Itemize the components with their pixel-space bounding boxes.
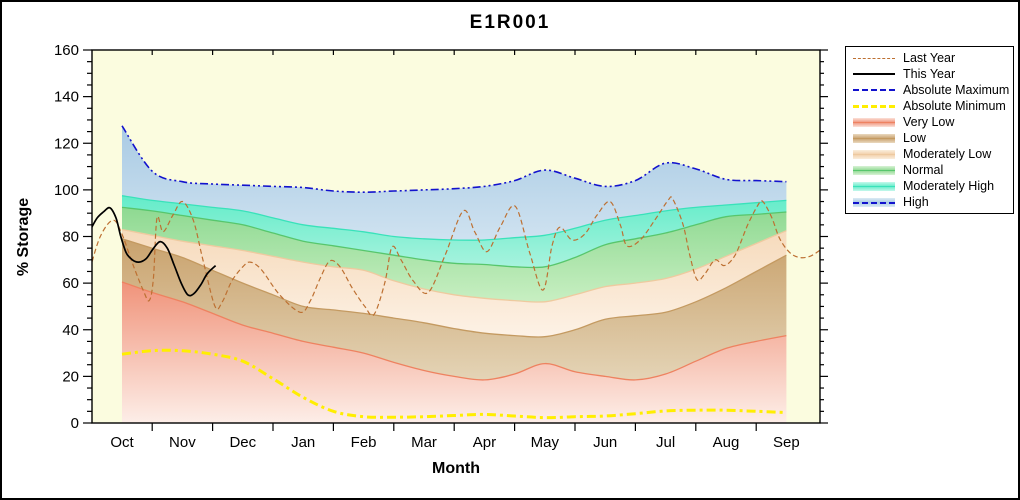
y-tick-label-0: 0 bbox=[71, 415, 79, 432]
legend-label-last-year: Last Year bbox=[903, 51, 956, 65]
x-tick-label-jun: Jun bbox=[593, 434, 617, 451]
x-axis-ticks bbox=[151, 50, 757, 431]
legend-swatch-absolute-maximum bbox=[851, 89, 897, 91]
x-axis-title: Month bbox=[432, 460, 480, 477]
x-tick-label-aug: Aug bbox=[713, 434, 740, 451]
band-low bbox=[122, 238, 787, 380]
legend-label-very-low: Very Low bbox=[903, 115, 955, 129]
legend-label-absolute-minimum: Absolute Minimum bbox=[903, 99, 1006, 113]
y-axis-title: % Storage bbox=[15, 197, 32, 277]
legend-label-low: Low bbox=[903, 131, 926, 145]
band-edge-very-low bbox=[121, 281, 787, 381]
band-edge-moderately-low bbox=[121, 228, 787, 303]
legend-label-absolute-maximum: Absolute Maximum bbox=[903, 83, 1010, 97]
legend-item-low: Low bbox=[851, 131, 1008, 146]
legend-swatch-moderately-high bbox=[851, 181, 897, 191]
x-tick-label-may: May bbox=[531, 434, 560, 451]
x-tick-label-jan: Jan bbox=[291, 434, 315, 451]
y-tick-label-40: 40 bbox=[62, 322, 79, 339]
x-tick-label-dec: Dec bbox=[229, 434, 256, 451]
x-tick-label-mar: Mar bbox=[411, 434, 437, 451]
legend-label-high: High bbox=[903, 195, 929, 209]
legend-swatch-very-low bbox=[851, 117, 897, 127]
legend-item-high: High bbox=[851, 195, 1008, 210]
y-axis-tick-labels: 0 20 40 60 80 100 120 140 160 bbox=[54, 42, 79, 432]
x-tick-label-apr: Apr bbox=[473, 434, 496, 451]
legend-swatch-this-year bbox=[851, 73, 897, 75]
x-tick-label-nov: Nov bbox=[169, 434, 196, 451]
band-moderately-high bbox=[122, 195, 787, 268]
legend-label-normal: Normal bbox=[903, 163, 944, 177]
x-tick-label-sep: Sep bbox=[773, 434, 800, 451]
legend-swatch-last-year bbox=[851, 57, 897, 59]
legend-swatch-moderately-low bbox=[851, 149, 897, 159]
series-last-year bbox=[92, 196, 820, 317]
y-tick-label-160: 160 bbox=[54, 42, 79, 59]
legend-swatch-normal bbox=[851, 165, 897, 175]
y-tick-label-60: 60 bbox=[62, 275, 79, 292]
legend-item-absolute-minimum: Absolute Minimum bbox=[851, 99, 1008, 114]
legend-item-moderately-high: Moderately High bbox=[851, 179, 1008, 194]
y-tick-label-140: 140 bbox=[54, 89, 79, 106]
series-this-year bbox=[92, 206, 217, 297]
legend-label-moderately-high: Moderately High bbox=[903, 179, 995, 193]
legend-item-moderately-low: Moderately Low bbox=[851, 147, 1008, 162]
legend-label-moderately-low: Moderately Low bbox=[903, 147, 992, 161]
y-tick-label-100: 100 bbox=[54, 182, 79, 199]
x-tick-label-feb: Feb bbox=[351, 434, 377, 451]
line-series bbox=[92, 125, 820, 420]
legend-item-normal: Normal bbox=[851, 163, 1008, 178]
y-tick-label-20: 20 bbox=[62, 368, 79, 385]
legend-item-absolute-maximum: Absolute Maximum bbox=[851, 83, 1010, 98]
band-edge-moderately-high bbox=[121, 195, 787, 241]
legend-item-last-year: Last Year bbox=[851, 51, 1008, 66]
x-tick-label-jul: Jul bbox=[656, 434, 675, 451]
y-tick-label-120: 120 bbox=[54, 135, 79, 152]
legend-swatch-low bbox=[851, 133, 897, 143]
legend-label-this-year: This Year bbox=[903, 67, 956, 81]
x-axis-tick-labels: Oct Nov Dec Jan Feb Mar Apr May Jun Jul Aug Sep bbox=[110, 434, 799, 451]
legend-swatch-high bbox=[851, 197, 897, 207]
band-moderately-low bbox=[122, 229, 787, 338]
y-axis-ticks bbox=[83, 49, 828, 424]
series-absolute-maximum bbox=[121, 125, 787, 194]
band-normal bbox=[122, 207, 787, 303]
series-absolute-minimum bbox=[121, 348, 787, 420]
chart-title: E1R001 bbox=[469, 12, 551, 33]
legend: Last Year This Year Absolute Maximum Absolu… bbox=[845, 46, 1014, 214]
legend-swatch-absolute-minimum bbox=[851, 104, 897, 108]
band-edge-low bbox=[121, 238, 787, 338]
legend-item-very-low: Very Low bbox=[851, 115, 1008, 130]
y-tick-label-80: 80 bbox=[62, 229, 79, 246]
legend-item-this-year: This Year bbox=[851, 67, 1008, 82]
band-high bbox=[122, 125, 787, 241]
band-edge-normal bbox=[121, 206, 787, 269]
x-tick-label-oct: Oct bbox=[110, 434, 134, 451]
